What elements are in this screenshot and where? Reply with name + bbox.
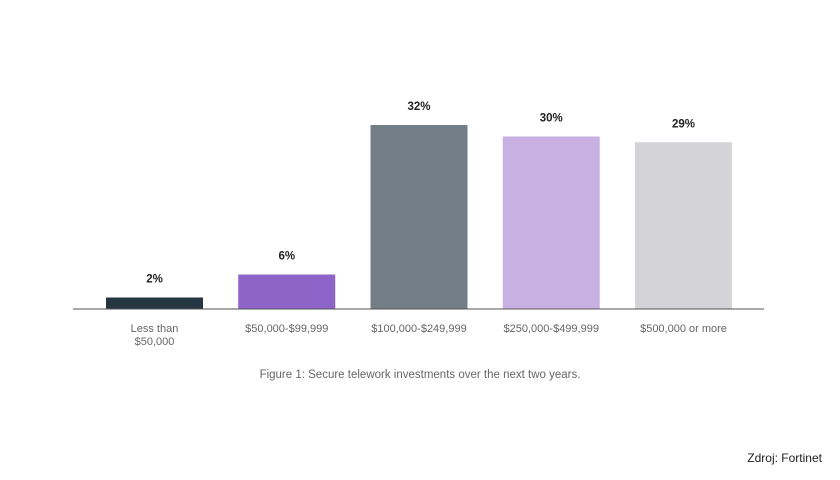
source-credit: Zdroj: Fortinet <box>747 451 822 465</box>
category-labels-group: Less than$50,000 $50,000-$99,999 $100,000-… <box>131 323 727 348</box>
bar-2 <box>370 125 468 309</box>
bar-4 <box>635 142 732 309</box>
bar-0 <box>106 297 203 309</box>
figure-caption: Figure 1: Secure telework investments ov… <box>259 369 581 381</box>
bar-3 <box>502 136 600 309</box>
category-label-2: $100,000-$249,999 <box>371 323 466 335</box>
category-label-0-line-1: $50,000 <box>135 336 175 348</box>
value-label-3: 30% <box>540 113 563 125</box>
bar-1 <box>238 274 336 309</box>
bars-group <box>106 125 732 309</box>
value-label-2: 32% <box>407 101 430 113</box>
category-label-4: $500,000 or more <box>640 323 727 335</box>
category-label-1: $50,000-$99,999 <box>245 323 328 335</box>
value-label-0: 2% <box>146 274 163 286</box>
value-labels-group: 2% 6% 32% 30% 29% <box>146 101 695 286</box>
category-label-0-line-0: Less than <box>131 323 179 335</box>
value-label-4: 29% <box>672 118 695 130</box>
value-label-1: 6% <box>278 251 295 263</box>
category-label-3: $250,000-$499,999 <box>504 323 599 335</box>
